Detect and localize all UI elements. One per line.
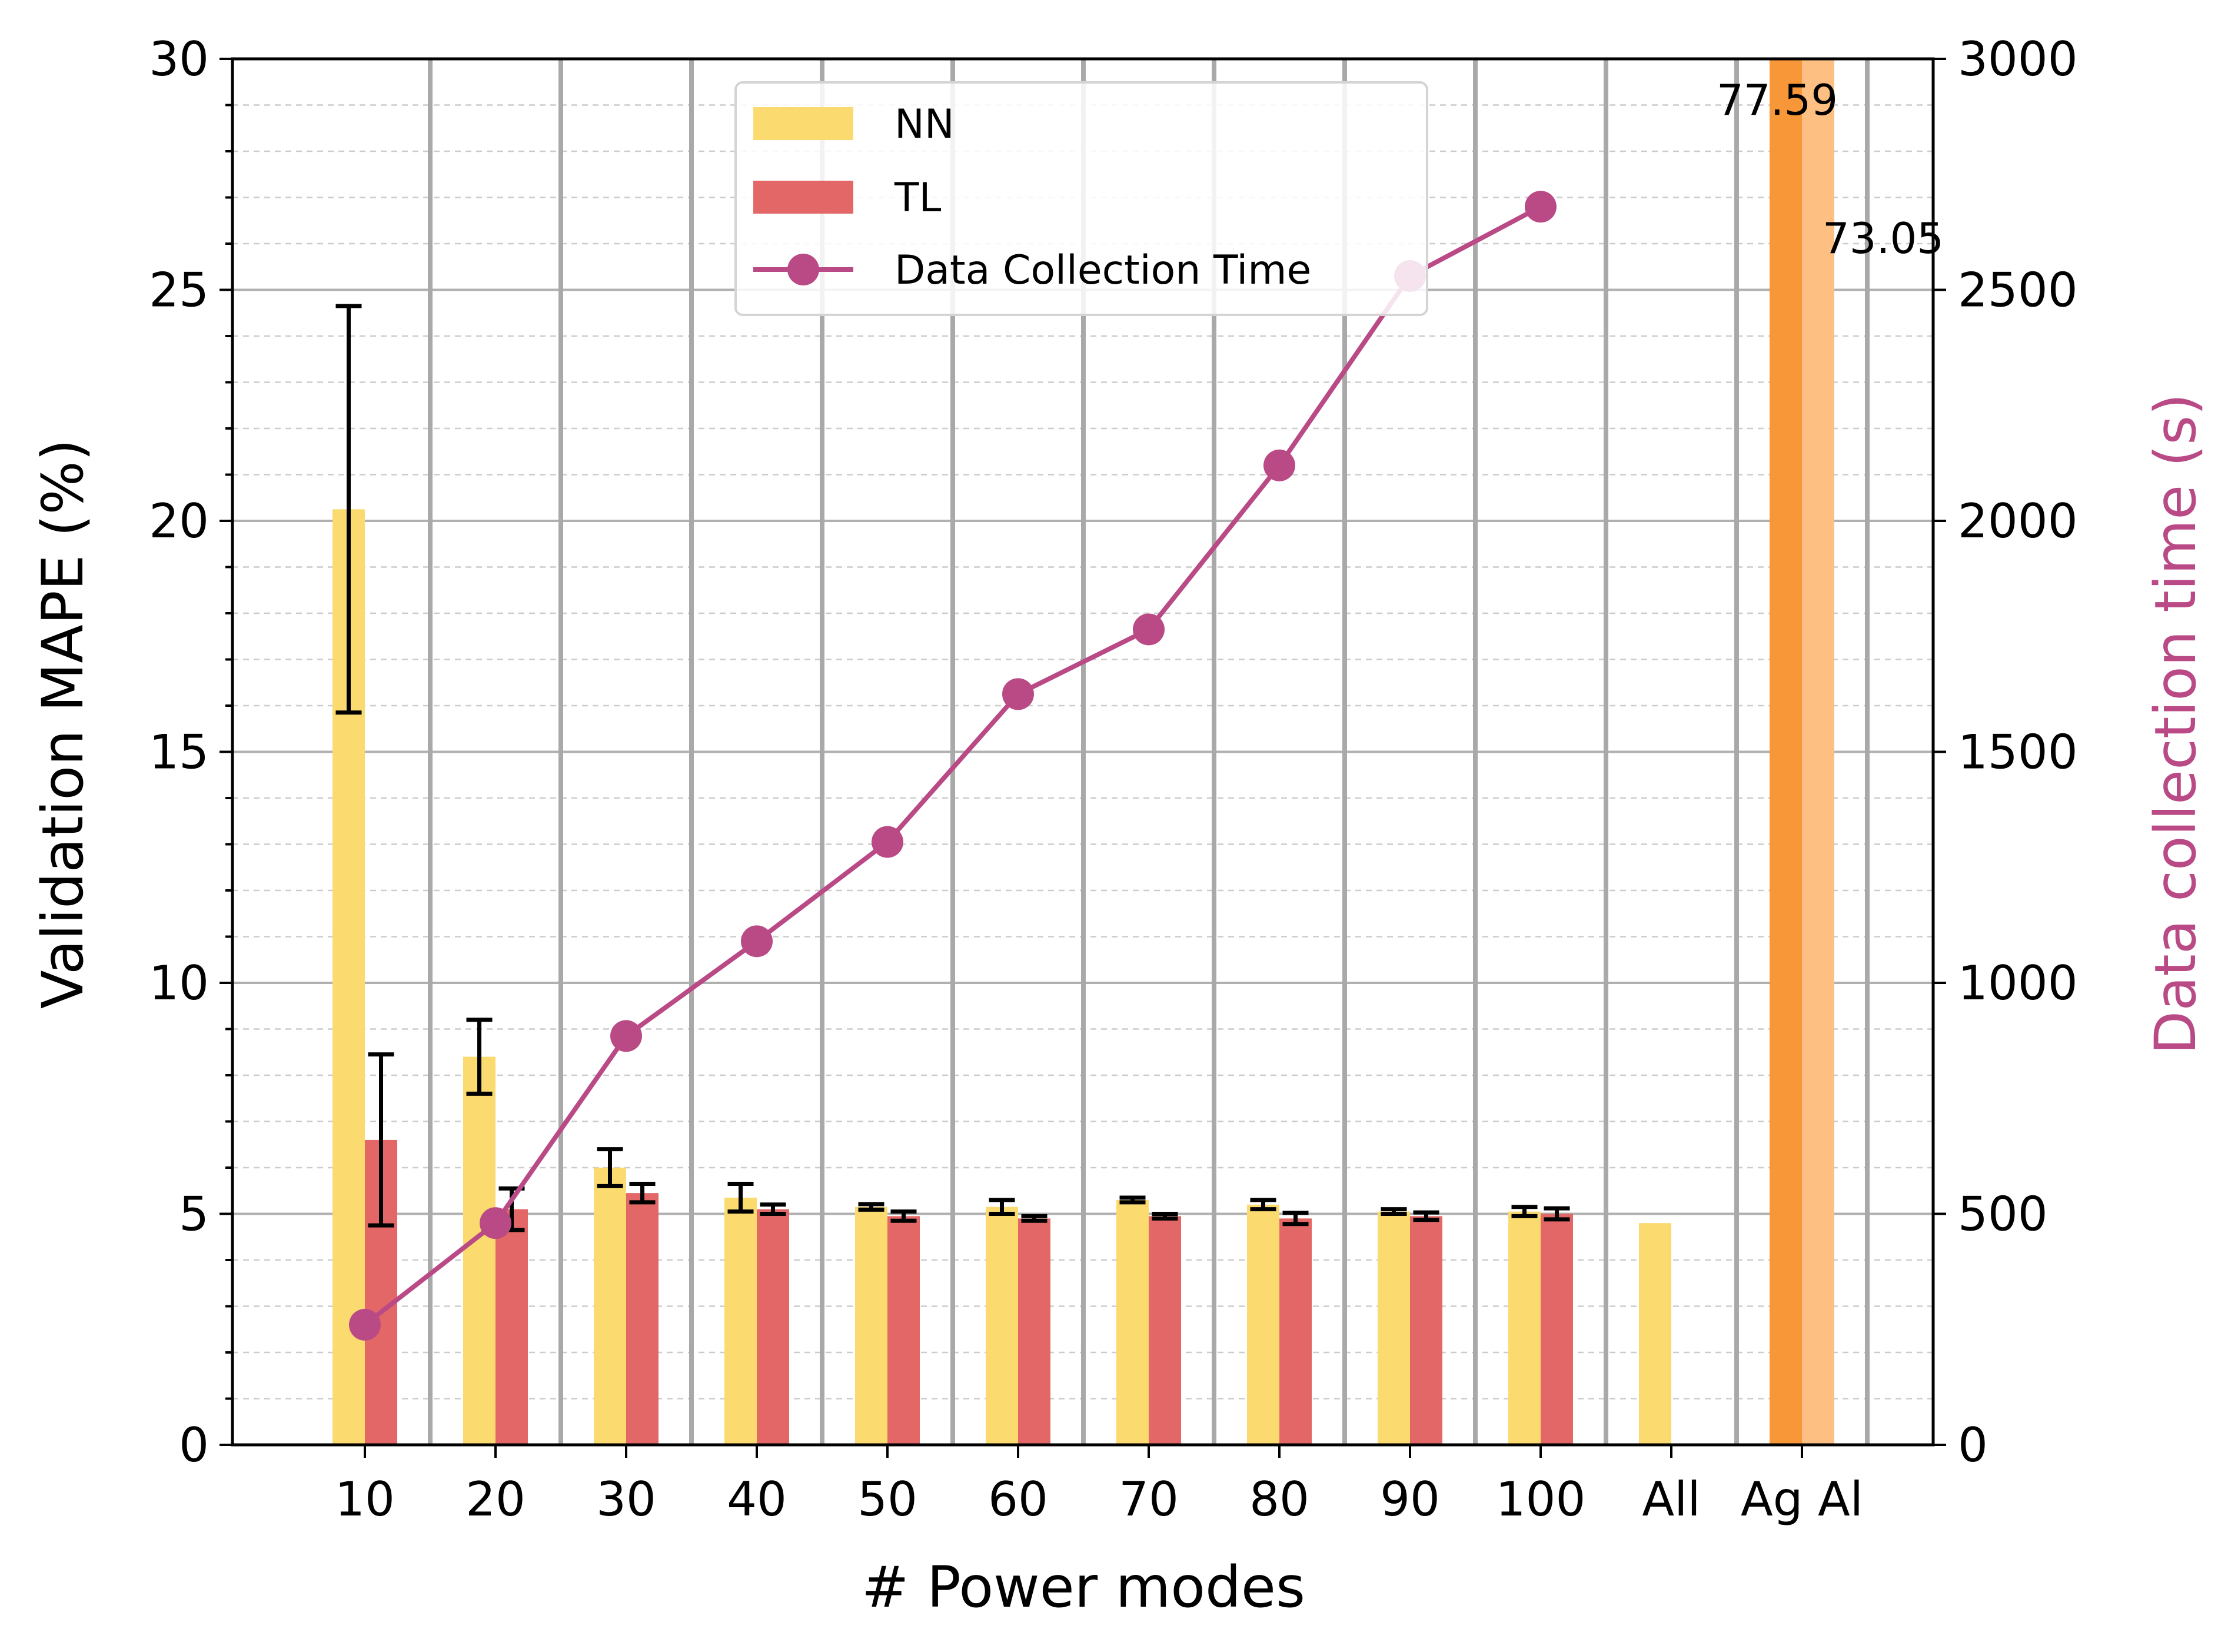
bar-tl-60 [1018, 1218, 1050, 1445]
right-tick-label-1000: 1000 [1958, 956, 2078, 1011]
right-tick-label-3000: 3000 [1958, 32, 2078, 87]
bar-nn-80 [1247, 1204, 1279, 1445]
left-tick-label-0: 0 [179, 1418, 209, 1472]
x-tick-label-40: 40 [727, 1472, 787, 1527]
left-ticks: 0 5 10 15 20 25 30 [149, 32, 232, 1472]
bar-tl-70 [1149, 1216, 1181, 1445]
left-tick-label-15: 15 [149, 725, 209, 780]
bar-annotations: 77.59 73.05 [1717, 75, 1944, 263]
x-tick-label-60: 60 [988, 1472, 1048, 1527]
bar-tl-40 [757, 1209, 789, 1445]
data-collection-time-point-60 [1002, 678, 1034, 710]
x-tick-label-20: 20 [465, 1472, 526, 1527]
data-collection-time-point-20 [480, 1207, 511, 1239]
left-tick-label-5: 5 [179, 1187, 209, 1242]
bar-nn-70 [1116, 1199, 1149, 1445]
data-collection-time-point-100 [1525, 191, 1557, 223]
x-tick-label-10: 10 [335, 1472, 395, 1527]
right-ticks: 0 500 1000 1500 2000 2500 3000 [1933, 32, 2078, 1472]
x-tick-label-All: All [1642, 1472, 1700, 1527]
legend-box [734, 81, 1428, 316]
x-ticks: 10 20 30 40 50 60 70 80 90 100 All Ag Al [335, 1445, 1863, 1527]
right-tick-label-500: 500 [1958, 1187, 2048, 1242]
data-collection-time-point-70 [1133, 613, 1165, 646]
x-tick-label-80: 80 [1249, 1472, 1309, 1527]
data-collection-time-point-40 [741, 925, 773, 958]
error-bars [335, 304, 1570, 1232]
left-tick-label-10: 10 [149, 956, 209, 1011]
data-collection-time-path [363, 204, 1542, 1327]
data-collection-time-point-30 [610, 1020, 642, 1052]
bar-tl-20 [496, 1209, 528, 1445]
aggregate-label-0: 77.59 [1717, 75, 1838, 125]
x-tick-label-30: 30 [596, 1472, 656, 1527]
legend-swatch-nn [753, 107, 853, 140]
bar-tl-30 [626, 1193, 659, 1445]
x-tick-label-50: 50 [857, 1472, 917, 1527]
bar-aggregate-0 [1770, 59, 1802, 1445]
bar-nn-100 [1508, 1211, 1541, 1445]
bar-nn-All [1639, 1223, 1671, 1445]
data-collection-time-point-80 [1263, 449, 1295, 481]
bar-nn-30 [594, 1168, 626, 1445]
x-tick-label-70: 70 [1119, 1472, 1179, 1527]
legend-swatch-marker [787, 254, 819, 285]
data-collection-time-point-50 [872, 826, 903, 858]
bar-tl-90 [1410, 1216, 1442, 1445]
bar-nn-60 [986, 1206, 1018, 1445]
right-tick-label-2000: 2000 [1958, 494, 2078, 549]
legend-label-2: Data Collection Time [894, 247, 1311, 294]
left-tick-label-25: 25 [149, 263, 209, 318]
x-tick-label-Ag Al: Ag Al [1741, 1472, 1863, 1527]
x-tick-label-100: 100 [1496, 1472, 1586, 1527]
bar-aggregate-1 [1802, 59, 1834, 1445]
y-axis-title: Validation MAPE (%) [30, 439, 96, 1009]
bar-nn-50 [855, 1206, 887, 1445]
left-tick-label-20: 20 [149, 494, 209, 549]
right-tick-label-0: 0 [1958, 1418, 1988, 1472]
legend-label-0: NN [894, 101, 955, 148]
bar-nn-20 [463, 1056, 496, 1445]
right-tick-label-2500: 2500 [1958, 263, 2078, 318]
legend-label-1: TL [894, 175, 942, 221]
left-tick-label-30: 30 [149, 32, 209, 87]
bar-tl-80 [1279, 1218, 1312, 1445]
y2-axis-title: Data collection time (s) [2143, 393, 2209, 1054]
legend-swatch-tl [753, 181, 853, 214]
right-tick-label-1500: 1500 [1958, 725, 2078, 780]
x-tick-label-90: 90 [1380, 1472, 1440, 1527]
bar-nn-40 [724, 1198, 757, 1445]
legend: NN TL Data Collection Time [734, 81, 1428, 316]
bar-tl-50 [887, 1216, 920, 1445]
x-axis-title: # Power modes [862, 1554, 1305, 1620]
bar-tl-100 [1541, 1214, 1573, 1445]
aggregate-label-1: 73.05 [1823, 214, 1944, 263]
data-collection-time-point-10 [349, 1308, 381, 1341]
bar-nn-90 [1378, 1211, 1410, 1445]
